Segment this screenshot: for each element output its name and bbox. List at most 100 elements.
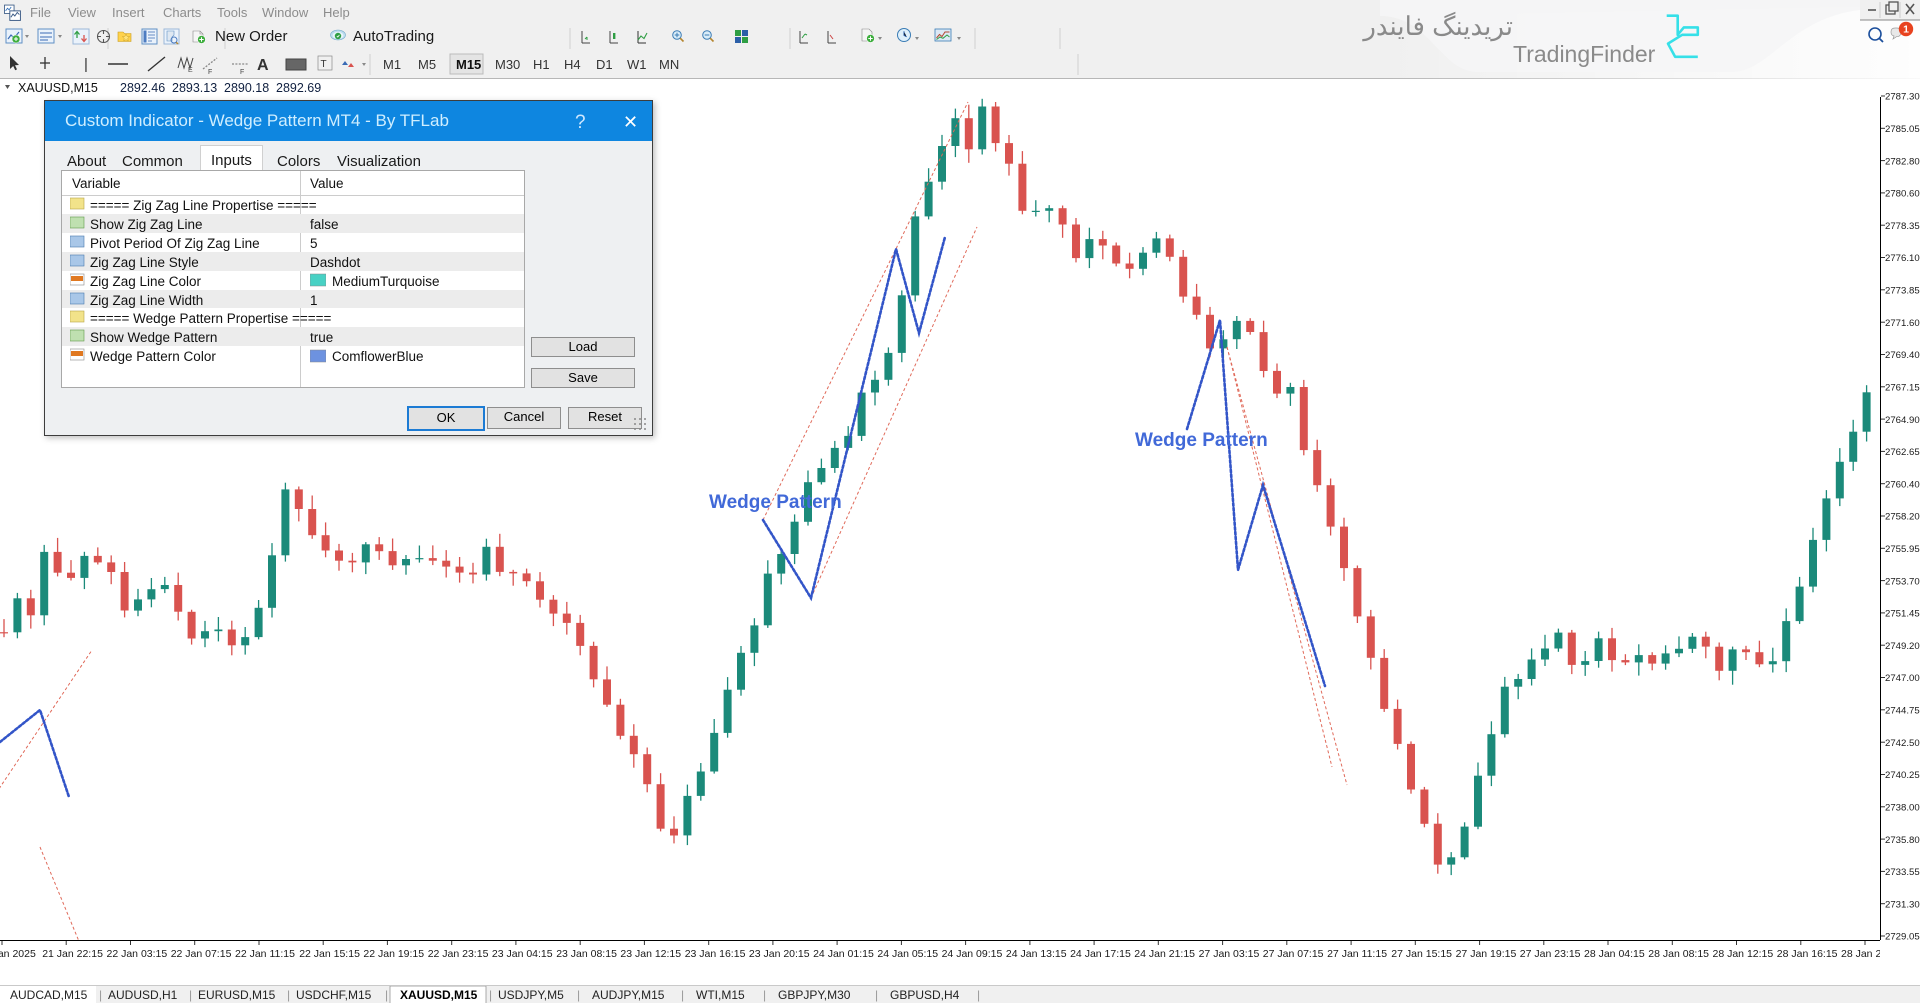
- svg-text:|: |: [489, 988, 492, 1002]
- svg-text:28 Jan 08:15: 28 Jan 08:15: [1648, 948, 1709, 960]
- svg-text:Wedge Pattern: Wedge Pattern: [709, 492, 842, 513]
- svg-text:?: ?: [575, 112, 586, 133]
- svg-text:22 Jan 19:15: 22 Jan 19:15: [363, 948, 424, 960]
- svg-text:28 Jan 04:15: 28 Jan 04:15: [1584, 948, 1645, 960]
- svg-text:W1: W1: [627, 57, 647, 72]
- svg-text:23 Jan 04:15: 23 Jan 04:15: [492, 948, 553, 960]
- svg-text:2744.75: 2744.75: [1885, 706, 1920, 717]
- svg-text:2740.25: 2740.25: [1885, 770, 1920, 781]
- svg-text:AUDJPY,M15: AUDJPY,M15: [592, 988, 665, 1002]
- svg-text:27 Jan 23:15: 27 Jan 23:15: [1520, 948, 1581, 960]
- svg-text:28 Jan 12:15: 28 Jan 12:15: [1713, 948, 1774, 960]
- svg-text:|: |: [763, 988, 766, 1002]
- svg-text:2749.20: 2749.20: [1885, 641, 1920, 652]
- svg-text:|: |: [977, 988, 980, 1002]
- svg-text:2731.30: 2731.30: [1885, 899, 1920, 910]
- svg-text:2771.60: 2771.60: [1885, 318, 1920, 329]
- svg-text:21 Jan 22:15: 21 Jan 22:15: [42, 948, 103, 960]
- svg-text:27 Jan 07:15: 27 Jan 07:15: [1263, 948, 1324, 960]
- svg-text:2769.40: 2769.40: [1885, 350, 1920, 361]
- svg-text:27 Jan 03:15: 27 Jan 03:15: [1199, 948, 1260, 960]
- svg-text:2762.65: 2762.65: [1885, 447, 1920, 458]
- svg-text:GBPJPY,M30: GBPJPY,M30: [778, 988, 851, 1002]
- svg-text:|: |: [287, 988, 290, 1002]
- svg-text:H1: H1: [533, 57, 550, 72]
- svg-text:MN: MN: [659, 57, 679, 72]
- svg-text:2733.55: 2733.55: [1885, 867, 1920, 878]
- svg-text:A: A: [257, 57, 269, 74]
- svg-text:2738.00: 2738.00: [1885, 803, 1920, 814]
- svg-text:24 Jan 05:15: 24 Jan 05:15: [877, 948, 938, 960]
- svg-text:2773.85: 2773.85: [1885, 286, 1920, 297]
- svg-text:T: T: [321, 59, 327, 70]
- svg-text:22 Jan 11:15: 22 Jan 11:15: [235, 948, 295, 960]
- svg-text:M5: M5: [418, 57, 436, 72]
- svg-text:2758.20: 2758.20: [1885, 512, 1920, 523]
- svg-text:XAUUSD,M15: XAUUSD,M15: [18, 81, 98, 95]
- svg-text:24 Jan 09:15: 24 Jan 09:15: [942, 948, 1003, 960]
- svg-text:USDCHF,M15: USDCHF,M15: [296, 988, 372, 1002]
- svg-text:Wedge Pattern: Wedge Pattern: [1135, 430, 1268, 451]
- svg-text:2778.35: 2778.35: [1885, 221, 1920, 232]
- svg-text:|: |: [84, 56, 88, 73]
- svg-text:2892.46: 2892.46: [120, 81, 165, 95]
- svg-text:M15: M15: [456, 57, 481, 72]
- svg-text:|: |: [875, 988, 878, 1002]
- svg-text:27 Jan 15:15: 27 Jan 15:15: [1391, 948, 1452, 960]
- svg-text:2893.13: 2893.13: [172, 81, 217, 95]
- svg-text:|: |: [577, 988, 580, 1002]
- svg-text:2742.50: 2742.50: [1885, 738, 1920, 749]
- svg-text:2785.05: 2785.05: [1885, 124, 1920, 135]
- svg-text:2735.80: 2735.80: [1885, 835, 1920, 846]
- svg-text:22 Jan 15:15: 22 Jan 15:15: [299, 948, 360, 960]
- svg-text:2755.95: 2755.95: [1885, 544, 1920, 555]
- svg-text:24 Jan 01:15: 24 Jan 01:15: [813, 948, 874, 960]
- svg-text:2787.30: 2787.30: [1885, 92, 1920, 103]
- svg-text:|: |: [681, 988, 684, 1002]
- svg-text:2767.15: 2767.15: [1885, 383, 1920, 394]
- svg-text:23 Jan 16:15: 23 Jan 16:15: [685, 948, 746, 960]
- svg-text:23 Jan 20:15: 23 Jan 20:15: [749, 948, 810, 960]
- svg-text:|: |: [189, 988, 192, 1002]
- svg-text:28 Jan 16:15: 28 Jan 16:15: [1777, 948, 1838, 960]
- svg-text:23 Jan 08:15: 23 Jan 08:15: [556, 948, 617, 960]
- svg-text:2751.45: 2751.45: [1885, 609, 1920, 620]
- svg-text:✕: ✕: [623, 112, 638, 132]
- svg-text:27 Jan 11:15: 27 Jan 11:15: [1327, 948, 1387, 960]
- svg-text:|: |: [99, 988, 102, 1002]
- svg-text:AUDCAD,M15: AUDCAD,M15: [10, 988, 88, 1002]
- svg-text:F: F: [208, 69, 212, 76]
- svg-text:22 Jan 23:15: 22 Jan 23:15: [428, 948, 489, 960]
- svg-text:24 Jan 17:15: 24 Jan 17:15: [1070, 948, 1131, 960]
- svg-text:28 Jan 20:15: 28 Jan 20:15: [1841, 948, 1880, 960]
- svg-text:24 Jan 21:15: 24 Jan 21:15: [1134, 948, 1195, 960]
- svg-text:2764.90: 2764.90: [1885, 415, 1920, 426]
- svg-text:2729.05: 2729.05: [1885, 932, 1920, 943]
- svg-text:WTI,M15: WTI,M15: [696, 988, 745, 1002]
- svg-text:2760.40: 2760.40: [1885, 479, 1920, 490]
- svg-text:1: 1: [1903, 24, 1909, 36]
- svg-text:XAUUSD,M15: XAUUSD,M15: [400, 988, 478, 1002]
- svg-text:2747.00: 2747.00: [1885, 673, 1920, 684]
- svg-text:2890.18: 2890.18: [224, 81, 269, 95]
- svg-text:F: F: [240, 69, 244, 76]
- svg-text:2782.80: 2782.80: [1885, 156, 1920, 167]
- svg-text:E: E: [188, 67, 193, 74]
- svg-text:D1: D1: [596, 57, 613, 72]
- svg-text:24 Jan 13:15: 24 Jan 13:15: [1006, 948, 1067, 960]
- svg-text:|: |: [385, 988, 388, 1002]
- svg-text:2753.70: 2753.70: [1885, 576, 1920, 587]
- svg-text:2892.69: 2892.69: [276, 81, 321, 95]
- svg-text:H4: H4: [564, 57, 581, 72]
- svg-text:M1: M1: [383, 57, 401, 72]
- svg-text:21 Jan 2025: 21 Jan 2025: [0, 948, 36, 960]
- svg-text:22 Jan 07:15: 22 Jan 07:15: [171, 948, 232, 960]
- svg-text:AUDUSD,H1: AUDUSD,H1: [108, 988, 178, 1002]
- svg-text:2780.60: 2780.60: [1885, 189, 1920, 200]
- svg-text:2776.10: 2776.10: [1885, 253, 1920, 264]
- svg-text:22 Jan 03:15: 22 Jan 03:15: [107, 948, 168, 960]
- svg-text:M30: M30: [495, 57, 520, 72]
- svg-text:23 Jan 12:15: 23 Jan 12:15: [620, 948, 681, 960]
- svg-text:EURUSD,M15: EURUSD,M15: [198, 988, 276, 1002]
- svg-text:USDJPY,M5: USDJPY,M5: [498, 988, 564, 1002]
